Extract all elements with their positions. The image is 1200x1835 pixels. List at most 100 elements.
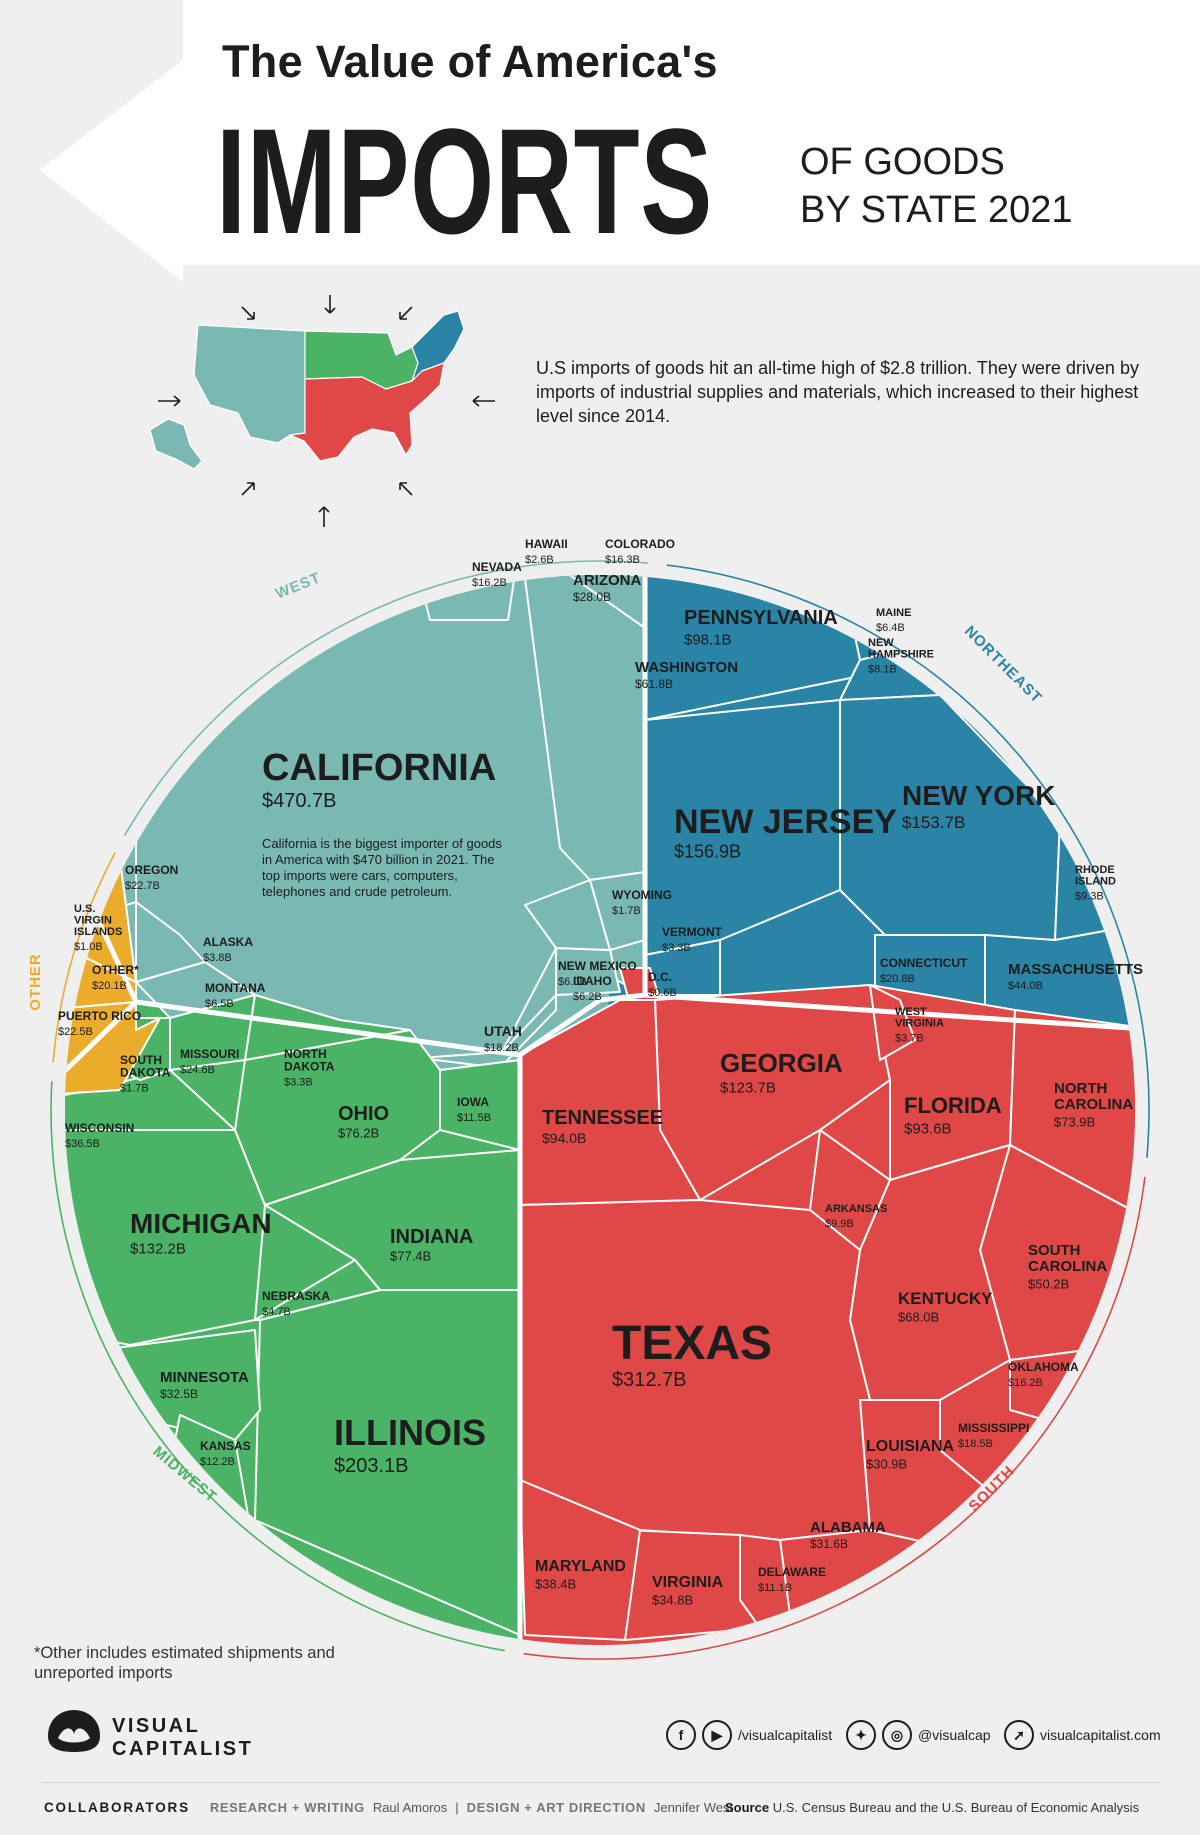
state-name: PENNSYLVANIA [684,607,838,629]
state-value: $8.1B [868,663,897,675]
label-wisconsin: WISCONSIN $36.5B [65,1121,134,1150]
facebook-handle[interactable]: /visualcapitalist [738,1727,833,1743]
label-michigan: MICHIGAN$132.2B [130,1208,272,1257]
state-name: VIRGIN [74,915,112,927]
region-divider [135,999,521,1058]
california-annotation: California is the biggest importer of go… [262,836,502,899]
state-name: VIRGINIA [895,1018,944,1030]
state-name: OREGON [125,863,178,877]
cell-oregon [79,765,137,921]
label-kentucky: KENTUCKY $68.0B [898,1289,993,1325]
twitter-icon[interactable]: ✦ [846,1720,876,1750]
cursor-icon[interactable]: ➚ [1004,1720,1034,1750]
map-south [289,362,445,462]
arrow-icon [318,506,330,527]
state-value: $6.4B [876,622,905,634]
label-vermont: VERMONT $3.3B [662,925,723,954]
label-new-mexico: NEW MEXICO $6.0B [558,959,637,988]
header-banner [40,0,1200,282]
state-value: $18.2B [484,1042,519,1054]
label-california: CALIFORNIA$470.7B [262,747,496,812]
label-wyoming: WYOMING $1.7B [612,888,672,917]
label-georgia: GEORGIA$123.7B [720,1048,843,1096]
ring-northeast [666,564,1150,1158]
website-text[interactable]: visualcapitalist.com [1040,1727,1161,1743]
footer-divider [42,1782,1160,1783]
state-name: ARKANSAS [825,1203,887,1215]
label-nebraska: NEBRASKA $4.7B [262,1289,330,1318]
label-texas: TEXAS$312.7B [612,1317,772,1391]
title-subtitle: OF GOODS BY STATE 2021 [800,138,1072,234]
state-name: MAINE [876,607,911,619]
state-name: ILLINOIS [334,1412,486,1453]
state-name: DELAWARE [758,1565,826,1579]
state-value: $44.0B [1008,980,1043,992]
instagram-icon[interactable]: ◎ [882,1720,912,1750]
state-name: CAROLINA [1054,1096,1133,1113]
state-value: $9.9B [825,1218,854,1230]
label-other: OTHER* $20.1B [92,963,139,992]
website-link: ➚ visualcapitalist.com [1004,1720,1161,1750]
state-value: $4.7B [262,1306,291,1318]
label-minnesota: MINNESOTA$32.5B [160,1369,249,1401]
state-value: $9.3B [1075,890,1104,902]
youtube-icon[interactable]: ▶ [702,1720,732,1750]
state-name: KENTUCKY [898,1289,993,1308]
state-name: ISLAND [1075,876,1116,888]
state-value: $1.7B [120,1082,149,1094]
state-name: ALABAMA [810,1519,886,1536]
facebook-icon[interactable]: f [666,1720,696,1750]
state-value: $31.6B [810,1537,848,1551]
state-value: $11.5B [457,1112,491,1124]
state-name: SOUTH [1028,1242,1081,1259]
state-value: $3.7B [895,1032,924,1044]
state-value: $2.6B [525,554,554,566]
label-louisiana: LOUISIANA $30.9B [866,1438,954,1472]
state-value: $3.3B [284,1076,313,1088]
state-value: $93.6B [904,1120,952,1137]
state-value: $3.3B [662,942,691,954]
label-iowa: IOWA $11.5B [457,1095,491,1124]
state-value: $6.2B [573,991,602,1003]
region-label-other: OTHER [27,953,44,1011]
label-puerto-rico: PUERTO RICO $22.5B [58,1009,141,1038]
cell-north-carolina [1009,1009,1135,1221]
label-virginia: VIRGINIA $34.8B [652,1574,724,1608]
state-name: WASHINGTON [635,659,738,676]
state-value: $28.0B [573,590,611,604]
label-maryland: MARYLAND $38.4B [535,1558,626,1592]
state-name: MONTANA [205,981,266,995]
state-value: $76.2B [338,1126,379,1141]
arrow-icon [324,295,336,314]
state-name: OTHER* [92,963,139,977]
label-nevada: NEVADA $16.2B [472,560,522,589]
us-region-map [150,295,495,527]
map-arrows [158,295,495,527]
state-name: VIRGINIA [652,1574,724,1591]
label-arkansas: ARKANSAS $9.9B [825,1203,887,1230]
label-florida: FLORIDA $93.6B [904,1093,1002,1137]
state-name: MASSACHUSETTS [1008,961,1143,978]
state-name: DAKOTA [120,1066,171,1080]
region-label-northeast: NORTHEAST [961,623,1045,707]
state-name: SOUTH [120,1053,162,1067]
state-value: $38.4B [535,1577,576,1592]
state-name: LOUISIANA [866,1438,954,1455]
region-divider [644,992,1135,1033]
subtitle-line-1: OF GOODS [800,141,1005,183]
state-value: $312.7B [612,1369,687,1391]
label-oregon: OREGON $22.7B [125,863,178,892]
label-d-c: D.C. $0.6B [648,970,677,999]
label-colorado: COLORADO $16.3B [605,537,675,566]
state-name: NEW JERSEY [674,803,897,841]
twitter-handle[interactable]: @visualcap [918,1727,991,1743]
state-value: $73.9B [1054,1114,1095,1129]
state-name: IDAHO [573,974,612,988]
credit-separator: | [455,1800,459,1815]
label-alabama: ALABAMA$31.6B [810,1519,886,1551]
state-value: $18.5B [958,1438,993,1450]
state-value: $61.8B [635,677,673,691]
state-name: WYOMING [612,888,672,902]
label-hawaii: HAWAII $2.6B [525,537,568,566]
